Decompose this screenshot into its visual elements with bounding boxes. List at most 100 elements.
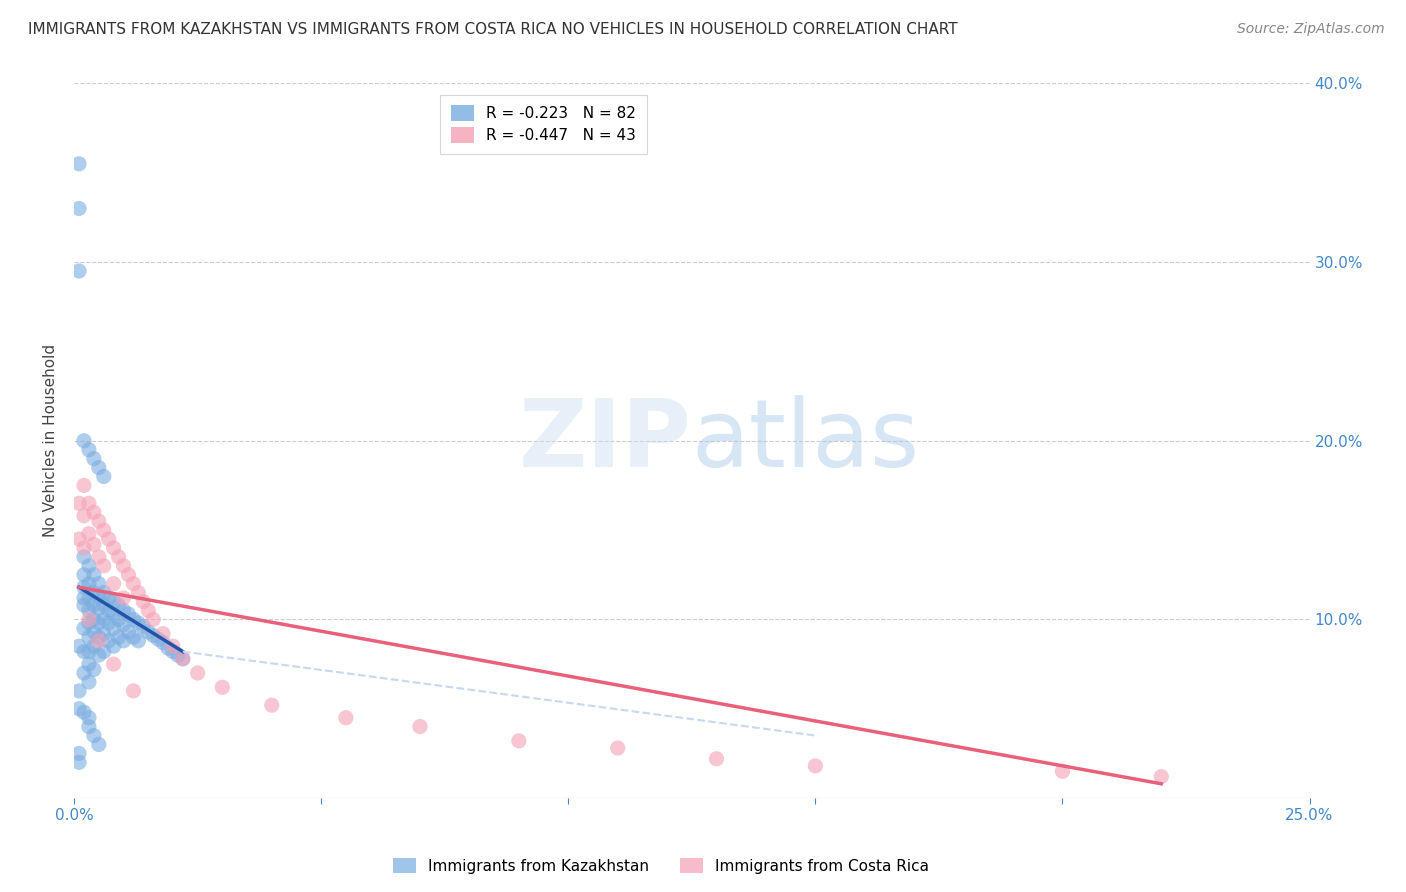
Point bbox=[87, 549, 110, 564]
Point bbox=[87, 601, 110, 615]
Point bbox=[103, 657, 125, 671]
Point bbox=[67, 202, 90, 216]
Point bbox=[142, 612, 165, 626]
Point bbox=[187, 665, 209, 680]
Point bbox=[73, 621, 96, 635]
Point bbox=[409, 720, 432, 734]
Point bbox=[83, 505, 105, 519]
Point bbox=[73, 644, 96, 658]
Point bbox=[606, 741, 628, 756]
Point bbox=[97, 633, 120, 648]
Point bbox=[122, 576, 145, 591]
Y-axis label: No Vehicles in Household: No Vehicles in Household bbox=[44, 344, 58, 537]
Point bbox=[77, 576, 100, 591]
Point bbox=[67, 702, 90, 716]
Point bbox=[103, 541, 125, 555]
Point bbox=[112, 633, 135, 648]
Point bbox=[107, 612, 129, 626]
Point bbox=[122, 684, 145, 698]
Point bbox=[77, 603, 100, 617]
Point bbox=[122, 612, 145, 626]
Point bbox=[152, 635, 174, 649]
Point bbox=[77, 612, 100, 626]
Point bbox=[73, 598, 96, 612]
Point bbox=[167, 648, 190, 662]
Point bbox=[83, 612, 105, 626]
Point bbox=[87, 738, 110, 752]
Point bbox=[162, 644, 184, 658]
Point bbox=[93, 523, 115, 537]
Point bbox=[83, 451, 105, 466]
Point bbox=[93, 626, 115, 640]
Point bbox=[103, 594, 125, 608]
Point bbox=[127, 633, 149, 648]
Legend: R = -0.223   N = 82, R = -0.447   N = 43: R = -0.223 N = 82, R = -0.447 N = 43 bbox=[440, 95, 647, 154]
Point bbox=[73, 567, 96, 582]
Point bbox=[142, 628, 165, 642]
Point bbox=[97, 532, 120, 546]
Point bbox=[112, 617, 135, 632]
Point bbox=[77, 657, 100, 671]
Point bbox=[97, 591, 120, 605]
Point bbox=[73, 434, 96, 448]
Text: Source: ZipAtlas.com: Source: ZipAtlas.com bbox=[1237, 22, 1385, 37]
Point bbox=[83, 567, 105, 582]
Point bbox=[87, 589, 110, 603]
Point bbox=[77, 711, 100, 725]
Point bbox=[77, 615, 100, 630]
Point bbox=[83, 624, 105, 639]
Point bbox=[77, 720, 100, 734]
Point bbox=[146, 632, 169, 646]
Point bbox=[87, 630, 110, 644]
Point bbox=[211, 681, 233, 695]
Point bbox=[706, 752, 728, 766]
Point bbox=[103, 621, 125, 635]
Point bbox=[67, 684, 90, 698]
Point bbox=[103, 576, 125, 591]
Point bbox=[107, 549, 129, 564]
Point bbox=[83, 537, 105, 551]
Point bbox=[117, 607, 139, 621]
Point bbox=[132, 619, 155, 633]
Point bbox=[67, 532, 90, 546]
Point bbox=[73, 591, 96, 605]
Point bbox=[83, 598, 105, 612]
Point bbox=[73, 549, 96, 564]
Point bbox=[73, 508, 96, 523]
Point bbox=[73, 706, 96, 720]
Point bbox=[87, 514, 110, 528]
Point bbox=[107, 630, 129, 644]
Point bbox=[73, 541, 96, 555]
Point bbox=[804, 759, 827, 773]
Point bbox=[93, 558, 115, 573]
Point bbox=[77, 442, 100, 457]
Point bbox=[172, 651, 194, 665]
Point bbox=[508, 734, 530, 748]
Point bbox=[112, 591, 135, 605]
Point bbox=[335, 711, 357, 725]
Point bbox=[93, 644, 115, 658]
Point bbox=[172, 651, 194, 665]
Legend: Immigrants from Kazakhstan, Immigrants from Costa Rica: Immigrants from Kazakhstan, Immigrants f… bbox=[387, 852, 935, 880]
Point bbox=[83, 729, 105, 743]
Point bbox=[97, 603, 120, 617]
Point bbox=[127, 585, 149, 599]
Text: atlas: atlas bbox=[692, 395, 920, 487]
Point bbox=[73, 665, 96, 680]
Point bbox=[87, 648, 110, 662]
Point bbox=[67, 496, 90, 510]
Point bbox=[93, 612, 115, 626]
Point bbox=[122, 630, 145, 644]
Point bbox=[162, 639, 184, 653]
Point bbox=[112, 603, 135, 617]
Point bbox=[73, 580, 96, 594]
Text: ZIP: ZIP bbox=[519, 395, 692, 487]
Point bbox=[93, 585, 115, 599]
Point bbox=[103, 639, 125, 653]
Point bbox=[93, 469, 115, 483]
Point bbox=[77, 630, 100, 644]
Point bbox=[107, 598, 129, 612]
Point bbox=[67, 264, 90, 278]
Point bbox=[87, 576, 110, 591]
Point bbox=[93, 598, 115, 612]
